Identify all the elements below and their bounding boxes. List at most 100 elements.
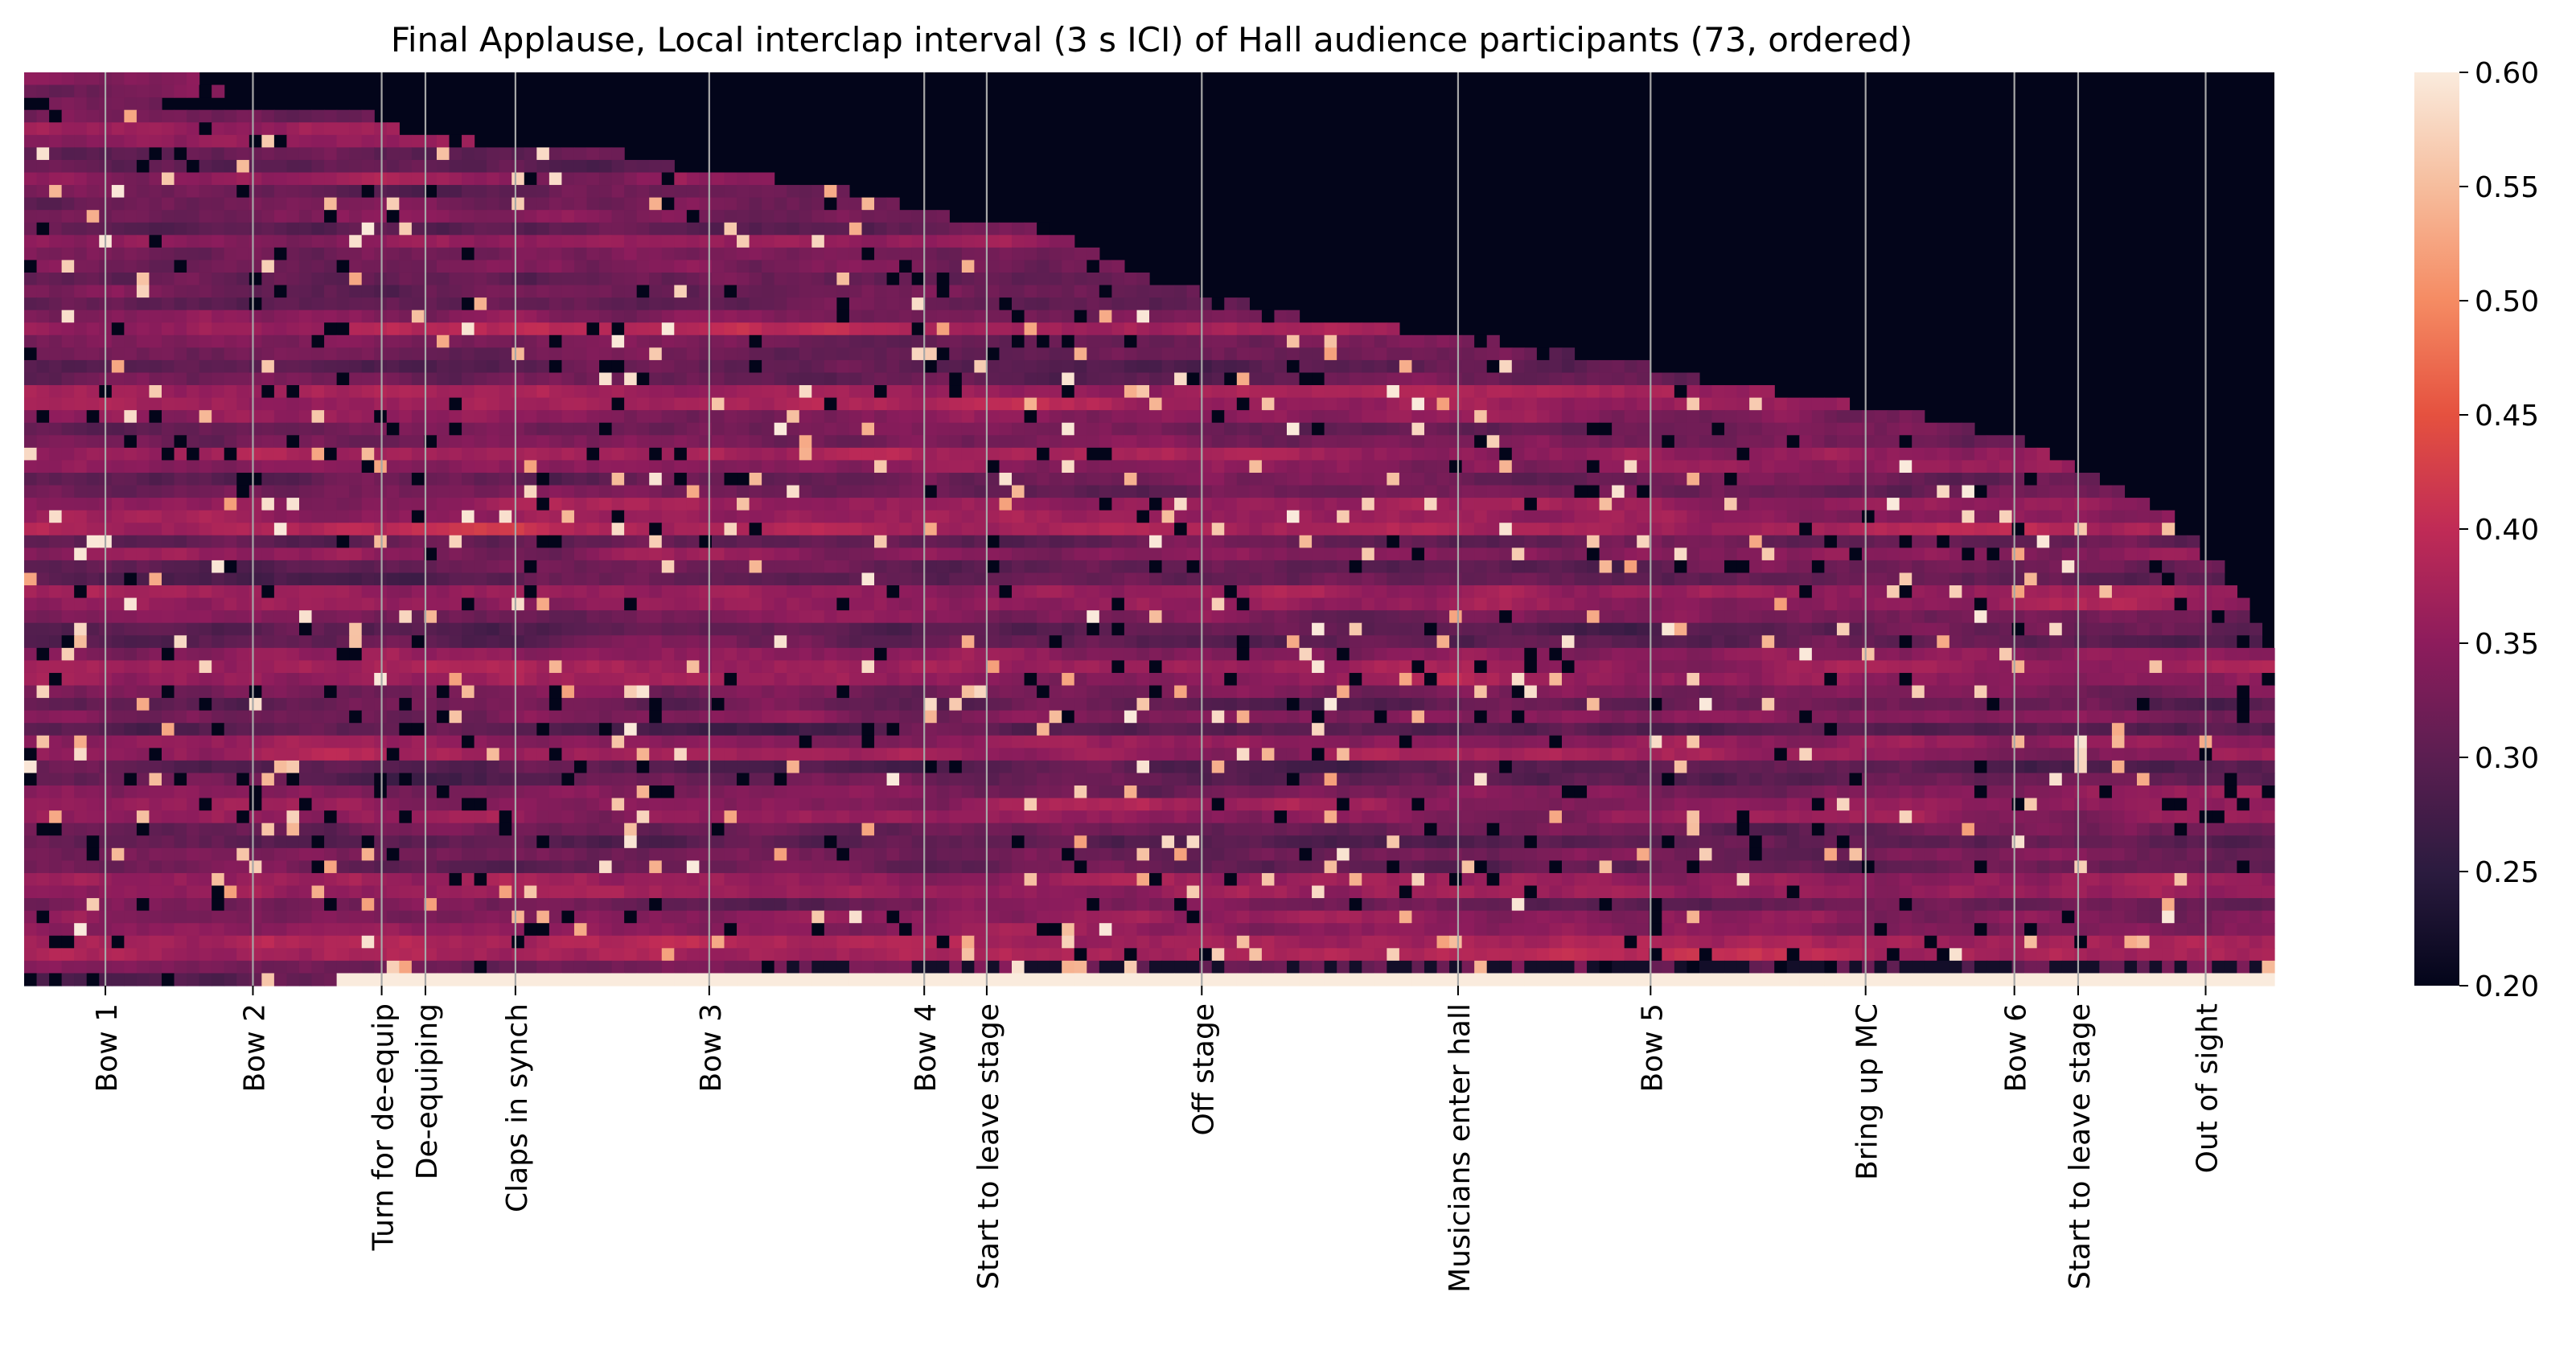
heatmap-cell — [336, 597, 350, 611]
heatmap-cell — [1587, 372, 1600, 386]
heatmap-cell — [624, 510, 638, 523]
heatmap-cell — [311, 523, 325, 536]
heatmap-cell — [249, 535, 262, 548]
heatmap-cell — [661, 222, 675, 236]
heatmap-cell — [1124, 272, 1138, 286]
heatmap-cell — [1337, 597, 1350, 611]
heatmap-cell — [536, 548, 550, 561]
heatmap-cell — [524, 460, 537, 474]
heatmap-cell — [1374, 523, 1387, 536]
heatmap-cell — [1949, 422, 1962, 436]
heatmap-cell — [936, 560, 950, 574]
heatmap-cell — [699, 410, 713, 424]
heatmap-cell — [2061, 510, 2075, 523]
heatmap-cell — [187, 447, 200, 461]
heatmap-cell — [974, 585, 988, 599]
heatmap-cell — [586, 172, 600, 186]
heatmap-cell — [1099, 334, 1112, 348]
heatmap-cell — [1524, 535, 1538, 548]
heatmap-cell — [1949, 597, 1962, 611]
heatmap-cell — [1449, 447, 1463, 461]
heatmap-cell — [374, 185, 388, 199]
heatmap-cell — [187, 385, 200, 399]
heatmap-cell — [1699, 498, 1713, 511]
heatmap-cell — [499, 597, 512, 611]
heatmap-cell — [848, 510, 863, 523]
heatmap-cell — [212, 460, 225, 474]
heatmap-cell — [462, 397, 475, 411]
heatmap-cell — [298, 297, 313, 311]
heatmap-cell — [1111, 359, 1125, 374]
heatmap-cell — [774, 523, 787, 536]
heatmap-cell — [86, 523, 100, 536]
heatmap-cell — [874, 535, 888, 548]
heatmap-cell — [1561, 447, 1576, 461]
heatmap-cell — [1049, 260, 1062, 273]
heatmap-cell — [699, 472, 713, 486]
heatmap-cell — [1224, 523, 1238, 536]
heatmap-cell — [2086, 572, 2100, 586]
heatmap-cell — [1811, 510, 1825, 523]
heatmap-cell — [1724, 548, 1738, 561]
heatmap-cell — [799, 435, 812, 449]
heatmap-cell — [512, 172, 525, 186]
heatmap-cell — [1711, 485, 1725, 498]
heatmap-cell — [462, 134, 475, 148]
heatmap-cell — [636, 222, 650, 236]
heatmap-cell — [774, 498, 787, 511]
heatmap-cell — [611, 222, 625, 236]
heatmap-cell — [787, 185, 800, 199]
heatmap-cell — [411, 572, 425, 586]
heatmap-cell — [24, 185, 38, 199]
heatmap-cell — [1337, 385, 1350, 399]
heatmap-cell — [487, 285, 500, 298]
heatmap-cell — [874, 359, 888, 374]
heatmap-cell — [836, 460, 850, 474]
heatmap-cell — [136, 535, 150, 548]
heatmap-cell — [86, 159, 100, 174]
heatmap-cell — [1436, 435, 1450, 449]
heatmap-cell — [986, 535, 1000, 548]
heatmap-cell — [1612, 435, 1625, 449]
heatmap-cell — [261, 510, 275, 523]
heatmap-cell — [724, 347, 737, 361]
heatmap-cell — [811, 523, 825, 536]
heatmap-cell — [161, 498, 175, 511]
heatmap-cell — [2174, 560, 2188, 574]
heatmap-cell — [311, 185, 325, 199]
heatmap-cell — [1312, 472, 1325, 486]
heatmap-cell — [74, 334, 88, 348]
heatmap-cell — [1424, 359, 1438, 374]
heatmap-cell — [2137, 510, 2151, 523]
heatmap-cell — [174, 472, 187, 486]
heatmap-cell — [399, 385, 413, 399]
heatmap-cell — [298, 235, 313, 248]
heatmap-cell — [961, 548, 975, 561]
heatmap-cell — [1699, 535, 1713, 548]
heatmap-cell — [1174, 610, 1188, 624]
heatmap-cell — [1062, 397, 1075, 411]
heatmap-cell — [1499, 472, 1513, 486]
heatmap-cell — [1224, 510, 1238, 523]
heatmap-cell — [1536, 410, 1551, 424]
heatmap-cell — [762, 297, 775, 311]
heatmap-cell — [436, 285, 450, 298]
heatmap-cell — [1849, 498, 1863, 511]
heatmap-cell — [824, 560, 837, 574]
heatmap-cell — [799, 285, 812, 298]
heatmap-cell — [749, 310, 762, 323]
heatmap-cell — [1587, 422, 1600, 436]
heatmap-cell — [311, 322, 325, 336]
heatmap-cell — [1037, 285, 1050, 298]
heatmap-cell — [936, 472, 950, 486]
heatmap-cell — [949, 297, 963, 311]
heatmap-cell — [1561, 372, 1576, 386]
heatmap-cell — [1024, 285, 1037, 298]
heatmap-cell — [311, 172, 325, 186]
heatmap-cell — [749, 385, 762, 399]
heatmap-cell — [361, 134, 375, 148]
heatmap-cell — [986, 447, 1000, 461]
heatmap-cell — [1612, 422, 1625, 436]
heatmap-cell — [512, 523, 525, 536]
heatmap-cell — [149, 334, 162, 348]
